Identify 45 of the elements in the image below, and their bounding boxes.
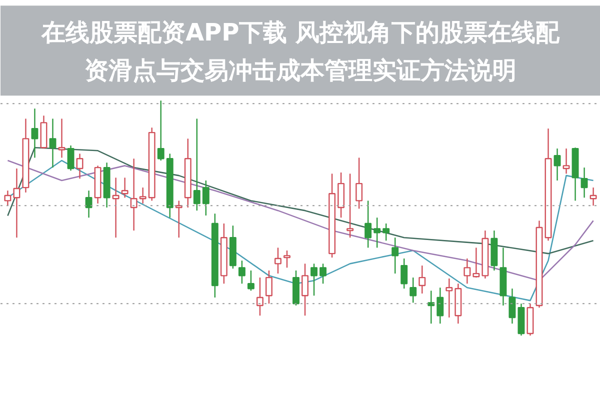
candlestick bbox=[400, 258, 408, 290]
candlestick bbox=[238, 260, 246, 284]
candlestick bbox=[508, 288, 516, 324]
candlestick bbox=[31, 108, 38, 158]
candlestick bbox=[139, 186, 146, 204]
candlestick bbox=[320, 263, 327, 284]
candlestick bbox=[382, 222, 390, 242]
candlestick bbox=[76, 153, 84, 180]
candlestick bbox=[13, 168, 20, 238]
candlestick bbox=[446, 278, 453, 318]
candlestick bbox=[284, 250, 290, 268]
candlestick bbox=[580, 166, 588, 198]
candlestick bbox=[130, 158, 138, 232]
candlestick bbox=[67, 144, 74, 172]
candlestick bbox=[428, 290, 435, 324]
candlestick bbox=[392, 236, 399, 274]
candlestick bbox=[265, 270, 272, 304]
candlestick bbox=[202, 180, 210, 216]
candlestick bbox=[554, 148, 561, 182]
candlestick bbox=[464, 258, 471, 284]
candlestick bbox=[310, 263, 318, 296]
candlestick bbox=[472, 247, 480, 278]
candlestick bbox=[356, 157, 363, 210]
candlestick bbox=[562, 148, 570, 174]
candlestick bbox=[302, 263, 308, 316]
candlestick bbox=[256, 276, 264, 316]
chart-title: 在线股票配资APP下载 风控视角下的股票在线配资滑点与交易冲击成本管理实证方法说明 bbox=[40, 18, 561, 85]
candlestick bbox=[374, 217, 381, 248]
candlestick bbox=[418, 264, 426, 294]
candlestick bbox=[410, 276, 417, 304]
candlestick bbox=[364, 200, 372, 248]
candlestick bbox=[121, 177, 128, 198]
candlestick bbox=[338, 172, 345, 218]
candlestick bbox=[590, 186, 597, 206]
candlestick bbox=[112, 177, 120, 238]
candlestick bbox=[436, 287, 444, 324]
candlestick bbox=[4, 190, 12, 206]
candlestick bbox=[193, 118, 200, 212]
candlestick bbox=[247, 270, 254, 292]
candlestick bbox=[49, 118, 56, 168]
candlestick bbox=[58, 118, 66, 158]
candlestick bbox=[346, 173, 354, 238]
candlestick bbox=[85, 190, 92, 218]
candlestick bbox=[157, 100, 164, 162]
candlestick bbox=[274, 247, 282, 274]
